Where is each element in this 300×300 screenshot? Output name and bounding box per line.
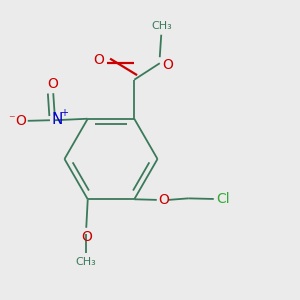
Text: O: O	[81, 230, 92, 244]
Text: Cl: Cl	[216, 192, 230, 206]
Text: O: O	[47, 77, 58, 91]
Text: O: O	[15, 114, 26, 128]
Text: CH₃: CH₃	[76, 257, 97, 267]
Text: CH₃: CH₃	[151, 21, 172, 31]
Text: N: N	[52, 112, 63, 127]
Text: +: +	[60, 108, 68, 118]
Text: ⁻: ⁻	[8, 113, 15, 126]
Text: O: O	[158, 194, 169, 208]
Text: O: O	[162, 58, 173, 72]
Text: O: O	[93, 53, 104, 67]
